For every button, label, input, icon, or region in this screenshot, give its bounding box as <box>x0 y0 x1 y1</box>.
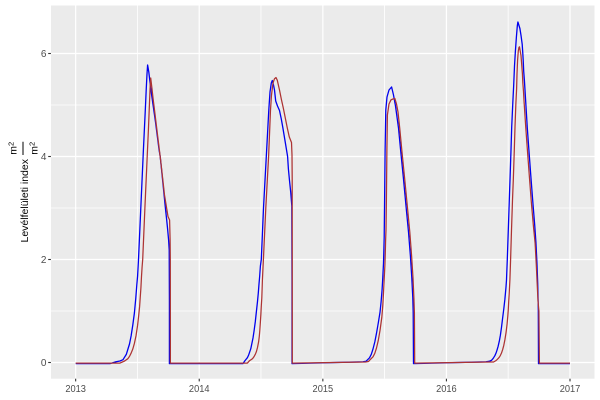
svg-text:2017: 2017 <box>560 384 581 395</box>
svg-text:2: 2 <box>41 255 47 266</box>
svg-text:2013: 2013 <box>65 384 86 395</box>
svg-text:6: 6 <box>41 49 47 60</box>
svg-text:2015: 2015 <box>313 384 334 395</box>
svg-text:4: 4 <box>41 152 47 163</box>
svg-text:2014: 2014 <box>189 384 210 395</box>
svg-text:Levélfelületi index: Levélfelületi index <box>19 158 31 242</box>
svg-text:0: 0 <box>41 358 47 369</box>
svg-text:2016: 2016 <box>436 384 457 395</box>
